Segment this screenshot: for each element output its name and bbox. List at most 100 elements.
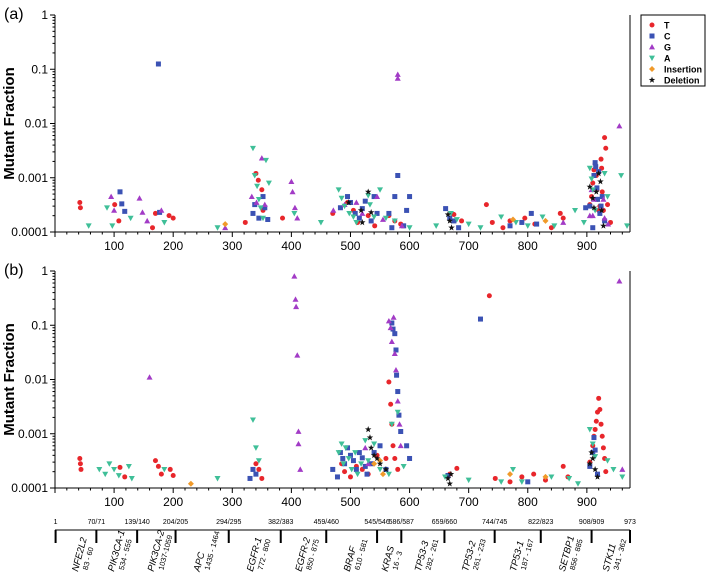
data-point-t <box>167 466 173 472</box>
data-point-t <box>531 471 537 477</box>
data-point-a <box>465 221 472 228</box>
data-point-insertion <box>542 217 549 224</box>
data-point-c <box>456 225 462 231</box>
data-point-t <box>259 475 265 481</box>
x-tick-label: 600 <box>400 495 420 509</box>
data-point-a <box>371 441 378 447</box>
data-point-deletion <box>373 455 381 462</box>
data-point-g <box>560 219 567 225</box>
data-point-deletion <box>444 475 452 482</box>
data-point-g <box>291 204 298 211</box>
data-point-a <box>619 474 626 480</box>
x-tick-label: 700 <box>459 239 479 253</box>
data-point-g <box>379 216 386 222</box>
data-point-c <box>591 173 597 179</box>
data-point-t <box>170 215 176 221</box>
y-tick-label: 0.01 <box>25 117 49 131</box>
data-point-deletion <box>370 451 378 459</box>
data-point-a <box>362 438 369 444</box>
data-point-c <box>345 445 351 451</box>
data-point-g <box>353 199 360 205</box>
data-point-c <box>394 372 400 378</box>
data-point-g <box>222 224 229 231</box>
boundary-label: 586/587 <box>389 519 414 526</box>
data-point-t <box>116 218 122 224</box>
data-point-deletion <box>593 188 600 195</box>
data-point-c <box>353 466 359 472</box>
data-point-a <box>601 171 608 177</box>
data-point-c <box>597 210 603 216</box>
data-point-a <box>385 471 392 478</box>
data-point-t <box>152 210 158 216</box>
data-point-t <box>522 215 528 221</box>
data-point-c <box>377 443 383 449</box>
data-point-a <box>442 474 449 480</box>
data-point-c <box>356 450 362 456</box>
data-point-c <box>398 429 404 435</box>
data-point-t <box>242 219 248 225</box>
data-point-c <box>590 225 596 231</box>
data-point-c <box>528 210 534 216</box>
data-point-g <box>144 217 151 224</box>
data-point-t <box>170 472 176 478</box>
data-point-a <box>574 481 581 487</box>
data-point-a <box>115 473 122 479</box>
boundary-label: 204/205 <box>163 519 188 526</box>
data-point-a <box>214 476 221 482</box>
data-point-g <box>293 303 300 310</box>
data-point-a <box>251 173 258 179</box>
data-point-t <box>347 474 353 480</box>
data-point-deletion <box>594 473 601 480</box>
panel-label: (b) <box>4 262 24 279</box>
data-point-a <box>465 477 472 484</box>
data-point-a <box>518 479 525 485</box>
data-point-t <box>77 199 83 205</box>
data-point-a <box>255 458 262 464</box>
data-point-a <box>128 476 135 482</box>
y-tick-label: 0.1 <box>31 318 48 332</box>
data-point-a <box>109 223 116 229</box>
data-point-c <box>407 455 413 461</box>
data-point-t <box>507 479 513 485</box>
x-tick-label: 900 <box>577 495 597 509</box>
data-point-g <box>291 273 298 279</box>
legend-label: Deletion <box>664 76 700 86</box>
data-point-c <box>250 210 256 216</box>
legend-label: A <box>664 54 671 64</box>
legend-marker-g <box>649 44 655 50</box>
data-point-c <box>359 206 365 212</box>
data-point-t <box>152 458 158 464</box>
data-point-t <box>253 461 259 467</box>
x-tick-label: 200 <box>163 495 183 509</box>
data-point-a <box>354 471 361 478</box>
data-point-c <box>389 320 395 326</box>
data-point-c <box>451 218 457 224</box>
data-point-c <box>602 218 608 224</box>
data-point-a <box>382 215 389 222</box>
data-point-t <box>77 205 83 211</box>
data-point-c <box>594 196 600 202</box>
boundary-label: 459/460 <box>314 519 339 526</box>
data-point-t <box>395 466 401 472</box>
y-axis-label: Mutant Fraction <box>1 323 18 436</box>
data-point-g <box>294 215 301 221</box>
data-point-g <box>330 207 337 213</box>
x-tick-label: 800 <box>518 495 538 509</box>
data-point-a <box>291 211 298 217</box>
data-point-g <box>600 196 607 202</box>
data-point-t <box>597 406 603 412</box>
data-point-c <box>260 194 266 200</box>
data-point-deletion <box>367 444 375 451</box>
y-tick-label: 0.001 <box>18 171 48 185</box>
data-point-t <box>602 135 608 141</box>
data-point-insertion <box>222 221 229 228</box>
data-point-a <box>102 471 109 478</box>
gene-range: 1435 - 1464 <box>203 530 222 571</box>
data-point-a <box>453 217 460 223</box>
